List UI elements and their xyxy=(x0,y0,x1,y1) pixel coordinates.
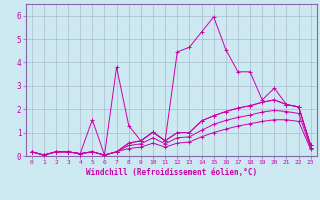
X-axis label: Windchill (Refroidissement éolien,°C): Windchill (Refroidissement éolien,°C) xyxy=(86,168,257,177)
